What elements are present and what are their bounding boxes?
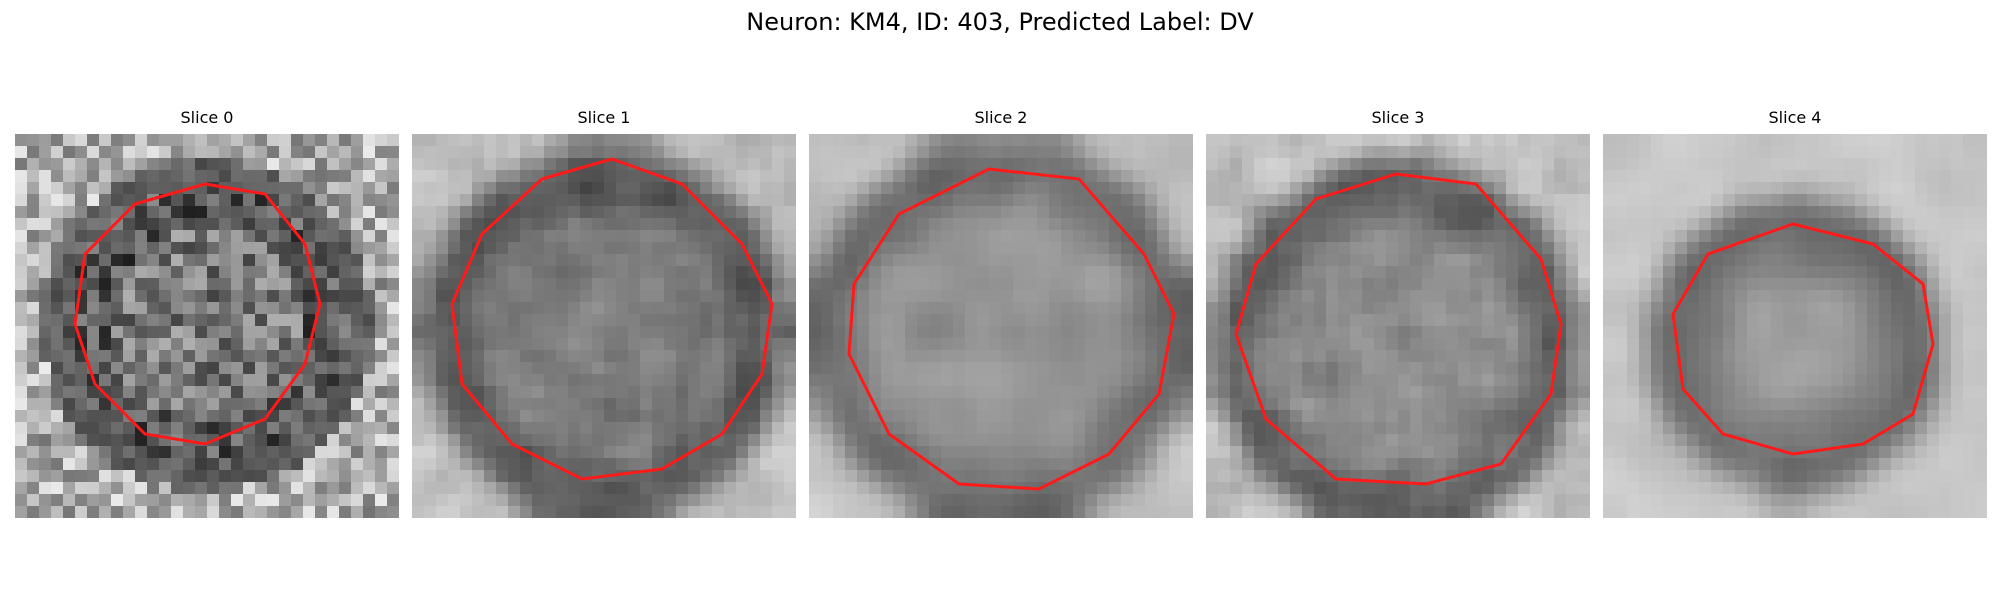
pixel-grid — [1206, 134, 1590, 518]
pixel-grid — [412, 134, 796, 518]
segmentation-contour — [73, 182, 322, 446]
pixel-grid — [15, 134, 399, 518]
segmentation-contour — [1671, 222, 1935, 456]
pixel-grid — [1603, 134, 1987, 518]
slice-image — [809, 134, 1193, 518]
segmentation-contour — [450, 157, 774, 481]
slice-panel-3: Slice 3 — [1206, 108, 1590, 518]
slice-panel-2: Slice 2 — [809, 108, 1193, 518]
slice-image — [15, 134, 399, 518]
slice-image — [412, 134, 796, 518]
slice-image — [1603, 134, 1987, 518]
segmentation-contour — [847, 167, 1176, 491]
slice-panel-0: Slice 0 — [15, 108, 399, 518]
segmentation-contour — [1234, 172, 1563, 486]
slice-image — [1206, 134, 1590, 518]
slice-title: Slice 3 — [1371, 108, 1425, 127]
pixel-grid — [809, 134, 1193, 518]
figure-title: Neuron: KM4, ID: 403, Predicted Label: D… — [746, 8, 1254, 36]
slice-title: Slice 4 — [1768, 108, 1822, 127]
slice-title: Slice 0 — [180, 108, 234, 127]
slice-title: Slice 2 — [974, 108, 1028, 127]
slice-title: Slice 1 — [577, 108, 631, 127]
slice-panel-1: Slice 1 — [412, 108, 796, 518]
slice-panel-4: Slice 4 — [1603, 108, 1987, 518]
